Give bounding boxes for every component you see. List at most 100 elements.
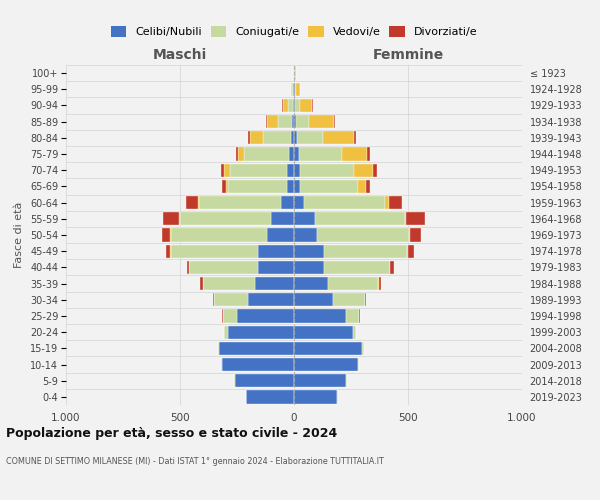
- Bar: [228, 180, 287, 193]
- Bar: [294, 293, 333, 306]
- Bar: [289, 148, 294, 160]
- Bar: [323, 244, 407, 258]
- Bar: [406, 212, 425, 226]
- Bar: [298, 131, 323, 144]
- Bar: [250, 131, 263, 144]
- Bar: [257, 244, 294, 258]
- Bar: [294, 164, 300, 177]
- Bar: [255, 277, 294, 290]
- Bar: [293, 99, 294, 112]
- Bar: [263, 131, 290, 144]
- Bar: [292, 115, 294, 128]
- Bar: [293, 82, 294, 96]
- Bar: [221, 358, 222, 371]
- Bar: [203, 277, 255, 290]
- Bar: [189, 260, 257, 274]
- Bar: [373, 164, 377, 177]
- Bar: [214, 293, 248, 306]
- Bar: [296, 115, 309, 128]
- Bar: [171, 228, 266, 241]
- Bar: [244, 148, 289, 160]
- Bar: [226, 180, 228, 193]
- Bar: [294, 196, 304, 209]
- Bar: [294, 358, 358, 371]
- Bar: [309, 115, 334, 128]
- Bar: [236, 148, 238, 160]
- Bar: [409, 228, 410, 241]
- Bar: [294, 342, 362, 355]
- Bar: [304, 196, 385, 209]
- Bar: [283, 99, 289, 112]
- Bar: [235, 374, 294, 388]
- Bar: [294, 82, 295, 96]
- Bar: [407, 244, 415, 258]
- Bar: [246, 390, 294, 404]
- Bar: [295, 66, 296, 80]
- Bar: [299, 148, 342, 160]
- Bar: [222, 358, 294, 371]
- Bar: [294, 260, 323, 274]
- Bar: [228, 326, 294, 339]
- Bar: [328, 277, 379, 290]
- Bar: [294, 326, 353, 339]
- Bar: [365, 293, 366, 306]
- Bar: [366, 180, 370, 193]
- Bar: [300, 164, 355, 177]
- Bar: [294, 148, 299, 160]
- Bar: [287, 164, 294, 177]
- Bar: [333, 293, 365, 306]
- Bar: [314, 212, 404, 226]
- Bar: [278, 115, 292, 128]
- Bar: [213, 293, 214, 306]
- Bar: [266, 228, 294, 241]
- Bar: [404, 212, 406, 226]
- Bar: [248, 131, 250, 144]
- Bar: [294, 374, 346, 388]
- Bar: [222, 180, 226, 193]
- Y-axis label: Fasce di età: Fasce di età: [14, 202, 25, 268]
- Bar: [353, 326, 356, 339]
- Bar: [342, 148, 367, 160]
- Bar: [294, 310, 346, 322]
- Bar: [300, 180, 358, 193]
- Bar: [379, 277, 381, 290]
- Bar: [294, 228, 317, 241]
- Text: COMUNE DI SETTIMO MILANESE (MI) - Dati ISTAT 1° gennaio 2024 - Elaborazione TUTT: COMUNE DI SETTIMO MILANESE (MI) - Dati I…: [6, 458, 384, 466]
- Bar: [358, 358, 359, 371]
- Text: Maschi: Maschi: [153, 48, 207, 62]
- Bar: [179, 212, 180, 226]
- Bar: [292, 82, 293, 96]
- Bar: [294, 99, 295, 112]
- Bar: [230, 164, 287, 177]
- Text: Femmine: Femmine: [373, 48, 443, 62]
- Bar: [163, 228, 170, 241]
- Bar: [300, 99, 312, 112]
- Bar: [367, 148, 370, 160]
- Bar: [257, 260, 294, 274]
- Bar: [287, 180, 294, 193]
- Bar: [163, 212, 179, 226]
- Bar: [290, 131, 294, 144]
- Bar: [323, 260, 390, 274]
- Bar: [296, 82, 301, 96]
- Bar: [291, 82, 292, 96]
- Bar: [334, 115, 335, 128]
- Bar: [294, 180, 300, 193]
- Bar: [219, 342, 294, 355]
- Bar: [218, 342, 219, 355]
- Bar: [294, 244, 323, 258]
- Bar: [295, 99, 300, 112]
- Text: Popolazione per età, sesso e stato civile - 2024: Popolazione per età, sesso e stato civil…: [6, 428, 337, 440]
- Bar: [355, 164, 373, 177]
- Bar: [317, 228, 409, 241]
- Bar: [271, 212, 294, 226]
- Bar: [294, 390, 337, 404]
- Bar: [237, 310, 294, 322]
- Bar: [266, 115, 278, 128]
- Bar: [346, 310, 359, 322]
- Bar: [294, 277, 328, 290]
- Bar: [238, 148, 244, 160]
- Bar: [289, 99, 293, 112]
- Bar: [281, 196, 294, 209]
- Bar: [410, 228, 421, 241]
